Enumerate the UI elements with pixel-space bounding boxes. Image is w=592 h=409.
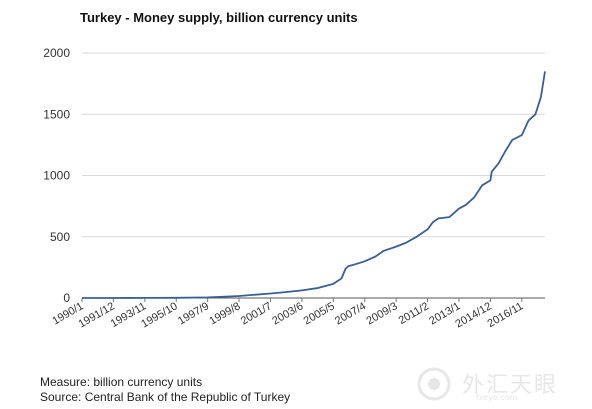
x-tick-label: 1991/12 bbox=[76, 300, 116, 330]
y-tick-label: 500 bbox=[50, 230, 70, 244]
series-line bbox=[82, 71, 546, 299]
x-tick-label: 2011/2 bbox=[397, 300, 431, 327]
x-tick-label: 2009/3 bbox=[364, 300, 399, 327]
y-tick-label: 0 bbox=[63, 291, 70, 305]
eye-logo-icon bbox=[417, 367, 451, 401]
x-tick-label: 1997/9 bbox=[176, 300, 211, 327]
x-tick-label: 2016/11 bbox=[486, 300, 526, 330]
x-tick-labels: 1990/11991/121993/111995/101997/91999/82… bbox=[50, 298, 525, 330]
y-tick-labels: 0 500 1000 1500 2000 bbox=[43, 46, 70, 305]
watermark-logo: 外汇天眼 fxeye.com bbox=[414, 365, 584, 403]
x-tick-label: 2005/5 bbox=[302, 300, 337, 327]
chart-title: Turkey - Money supply, billion currency … bbox=[80, 10, 358, 25]
watermark-text: 外汇天眼 bbox=[462, 373, 559, 398]
y-tick-label: 2000 bbox=[43, 46, 70, 60]
x-tick-label: 2014/12 bbox=[453, 300, 493, 330]
y-tick-label: 1000 bbox=[43, 169, 70, 183]
gridlines bbox=[82, 52, 545, 238]
x-tick-label: 2001/7 bbox=[239, 300, 274, 327]
watermark-subtext: fxeye.com bbox=[476, 393, 518, 402]
x-tick-label: 2003/6 bbox=[270, 300, 305, 327]
measure-note: Measure: billion currency units bbox=[40, 375, 203, 389]
x-tick-label: 1995/10 bbox=[139, 300, 179, 330]
source-note: Source: Central Bank of the Republic of … bbox=[40, 390, 291, 404]
x-tick-label: 1999/8 bbox=[207, 300, 242, 327]
y-tick-label: 1500 bbox=[43, 107, 70, 121]
series-layer bbox=[82, 71, 546, 299]
x-tick-label: 2007/4 bbox=[333, 300, 368, 327]
chart-footer: Measure: billion currency units Source: … bbox=[40, 375, 290, 405]
